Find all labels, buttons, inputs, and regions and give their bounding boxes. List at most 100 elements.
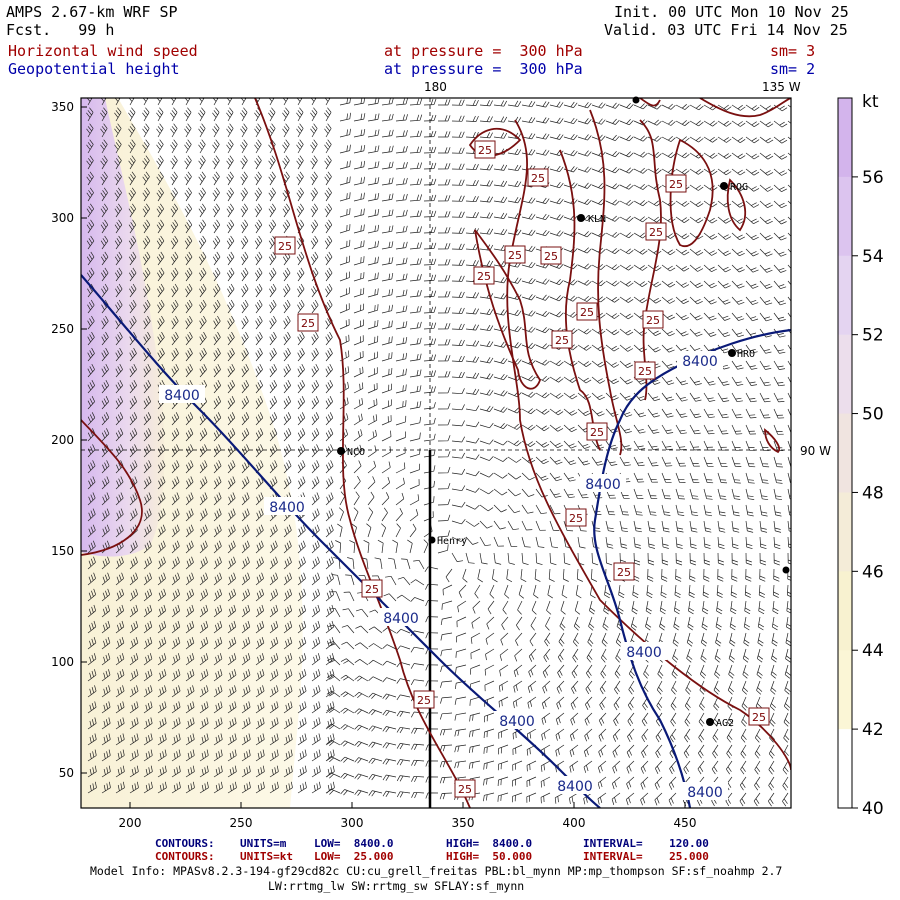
wind-barb	[255, 749, 265, 762]
wind-barb	[559, 616, 566, 631]
wind-barb	[572, 648, 579, 663]
wind-barb	[254, 251, 263, 266]
wind-barb	[584, 728, 593, 742]
wind-barb	[311, 556, 320, 570]
wind-barb	[269, 299, 277, 314]
wind-barb	[227, 604, 237, 618]
wind-barb	[213, 540, 222, 554]
wind-barb	[226, 187, 234, 202]
wind-barb	[769, 696, 776, 711]
wind-barb	[227, 781, 237, 794]
wind-barb	[395, 241, 408, 250]
wind-barb	[283, 572, 292, 586]
wind-barb	[268, 187, 276, 202]
wind-barb	[396, 775, 411, 782]
wind-barb	[199, 508, 208, 522]
wind-barb	[297, 363, 305, 378]
wind-barb	[255, 669, 265, 682]
wind-barb	[440, 616, 453, 626]
wind-barb	[227, 492, 236, 506]
wind-barb	[759, 536, 767, 550]
wind-barb	[142, 171, 150, 186]
wind-barb	[730, 600, 737, 615]
wind-barb	[731, 120, 746, 127]
wind-barb	[465, 520, 480, 527]
wind-barb	[479, 228, 494, 235]
wind-barb	[437, 163, 451, 170]
wind-barb	[255, 444, 264, 458]
wind-barb	[368, 643, 383, 650]
wind-barb	[381, 145, 394, 154]
wind-barb	[367, 398, 378, 410]
wind-barb	[787, 152, 791, 157]
wind-barb	[156, 98, 163, 106]
wind-barb	[531, 600, 537, 615]
wind-barb	[381, 177, 394, 186]
wind-barb	[619, 119, 634, 126]
colorbar-border	[837, 97, 853, 809]
wind-barb	[439, 776, 453, 784]
wind-barb	[703, 488, 713, 500]
wind-barb	[647, 552, 655, 566]
wind-barb	[199, 653, 209, 666]
wind-barb	[339, 287, 350, 298]
wind-barb	[367, 161, 380, 170]
wind-barb	[727, 680, 734, 695]
wind-barb	[507, 440, 522, 447]
wind-barb	[367, 335, 379, 346]
wind-barb	[773, 216, 787, 225]
wind-barb	[185, 347, 193, 362]
wind-barb	[773, 408, 785, 419]
wind-barb	[577, 536, 586, 549]
wind-barb	[729, 616, 736, 631]
wind-barb	[479, 357, 494, 364]
wind-barb	[703, 552, 711, 566]
wind-barb	[157, 283, 165, 298]
wind-barb	[469, 696, 481, 706]
wind-barb	[787, 280, 791, 286]
wind-barb	[297, 380, 306, 394]
wind-barb	[297, 653, 307, 666]
wind-barb	[297, 685, 307, 698]
wind-barb	[479, 552, 488, 565]
wind-barb	[410, 579, 425, 586]
wind-barb	[465, 372, 480, 379]
wind-barb	[340, 789, 355, 796]
wind-barb	[310, 187, 318, 202]
wind-barb	[341, 625, 355, 634]
wind-barb	[521, 424, 536, 431]
wind-barb	[689, 376, 702, 386]
wind-barb	[493, 116, 508, 123]
wind-barb	[115, 765, 125, 778]
wind-barb	[227, 636, 237, 650]
wind-barb	[493, 552, 502, 565]
wind-barb	[157, 331, 165, 346]
wind-barb	[673, 600, 681, 615]
smoothing-wind: sm= 3	[770, 42, 816, 60]
wind-barb	[353, 382, 364, 394]
wind-barb	[87, 620, 97, 634]
wind-barb	[354, 724, 369, 731]
wind-barb	[598, 712, 607, 726]
wind-barb	[241, 685, 251, 698]
wind-barb	[633, 440, 646, 450]
wind-barb	[703, 152, 718, 159]
wind-barb	[518, 584, 525, 599]
wind-barb	[689, 280, 703, 289]
wind-barb	[451, 243, 465, 250]
footer-row2-interval: INTERVAL= 25.000	[583, 850, 709, 863]
wind-barb	[787, 264, 791, 270]
wind-barb	[731, 536, 739, 550]
wind-barb	[465, 99, 479, 106]
wind-barb	[129, 508, 138, 522]
wind-barb	[241, 781, 251, 794]
wind-barb	[143, 636, 153, 650]
wind-barb	[549, 181, 564, 189]
wind-barb	[469, 728, 481, 738]
wind-barb	[185, 717, 195, 730]
wind-barb	[296, 139, 304, 154]
wind-barb	[477, 568, 483, 583]
wind-barb	[101, 717, 111, 730]
wind-barb	[213, 267, 221, 282]
wind-barb	[655, 744, 663, 759]
